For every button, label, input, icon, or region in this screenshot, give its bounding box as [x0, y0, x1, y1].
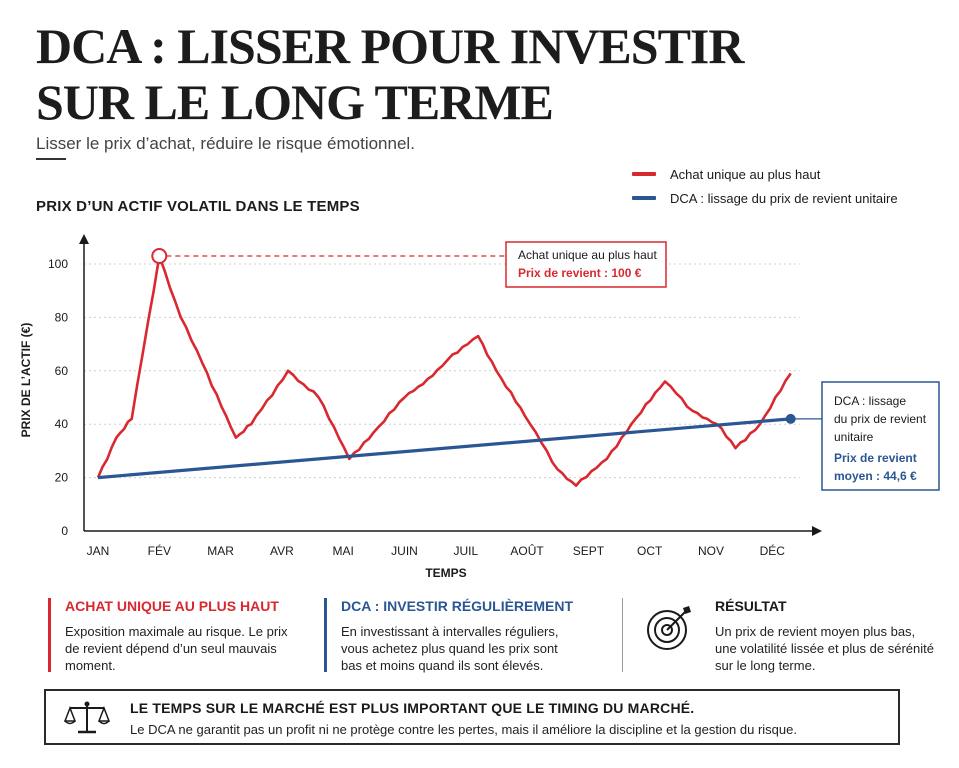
target-icon	[647, 606, 691, 650]
x-tick-label: MAR	[207, 544, 234, 558]
x-tick-label: OCT	[637, 544, 663, 558]
x-tick-label: DÉC	[760, 543, 786, 558]
legend-label-blue: DCA : lissage du prix de revient unitair…	[670, 190, 898, 206]
y-axis-title: PRIX DE L’ACTIF (€)	[19, 323, 33, 438]
x-tick-label: MAI	[333, 544, 354, 558]
chart-legend: Achat unique au plus haut DCA : lissage …	[632, 162, 898, 210]
callout-lump-sum-title: Achat unique au plus haut	[518, 248, 657, 262]
divider	[36, 158, 66, 160]
x-tick-label: NOV	[698, 544, 724, 558]
x-tick-label: AVR	[270, 544, 294, 558]
y-tick-label: 20	[55, 471, 69, 485]
chart-ticks: 0 20 40 60 80 100 JAN FÉV MAR AVR MAI JUIN JUIL AOÛT S…	[19, 257, 785, 580]
x-tick-label: SEPT	[573, 544, 605, 558]
y-tick-label: 0	[61, 524, 68, 538]
column-lump-sum-text: Exposition maximale au risque. Le prix d…	[65, 624, 288, 673]
x-tick-label: JUIN	[391, 544, 418, 558]
y-tick-label: 80	[55, 310, 69, 324]
peak-marker	[151, 247, 168, 264]
explanation-columns: ACHAT UNIQUE AU PLUS HAUT Exposition max…	[0, 598, 959, 678]
price-chart: 0 20 40 60 80 100 JAN FÉV MAR AVR MAI JUIN JUIL AOÛT S…	[19, 234, 940, 580]
callout-lump-sum-box	[505, 241, 667, 288]
dca-marker	[785, 413, 796, 424]
callout-dca-box	[821, 381, 940, 491]
chart-annotations: Achat unique au plus haut Prix de revient…	[151, 241, 940, 491]
column-lump-sum-title: ACHAT UNIQUE AU PLUS HAUT	[65, 598, 279, 614]
legend-swatch-blue	[632, 196, 656, 200]
key-message-banner: LE TEMPS SUR LE MARCHÉ EST PLUS IMPORTAN…	[44, 689, 900, 745]
callout-dca-title: unitaire	[834, 430, 874, 444]
y-axis-arrow	[79, 234, 89, 244]
chart-heading: PRIX D’UN ACTIF VOLATIL DANS LE TEMPS	[36, 198, 360, 215]
x-tick-label: JUIL	[453, 544, 478, 558]
column-lump-sum: ACHAT UNIQUE AU PLUS HAUT Exposition max…	[48, 598, 305, 673]
column-dca-text: En investissant à intervalles réguliers,…	[341, 624, 559, 673]
x-tick-label: AOÛT	[510, 543, 544, 558]
banner-text: Le DCA ne garantit pas un profit ni ne p…	[130, 722, 797, 737]
callout-dca-title: du prix de revient	[834, 412, 927, 426]
legend-swatch-red	[632, 172, 656, 176]
legend-item-blue: DCA : lissage du prix de revient unitair…	[632, 186, 898, 210]
y-tick-label: 60	[55, 364, 69, 378]
column-result: RÉSULTAT Un prix de revient moyen plus b…	[622, 598, 934, 673]
banner-headline: LE TEMPS SUR LE MARCHÉ EST PLUS IMPORTAN…	[130, 700, 695, 716]
chart-grid	[84, 263, 800, 479]
legend-label-red: Achat unique au plus haut	[670, 166, 821, 182]
callout-dca-value: Prix de revient	[834, 451, 917, 465]
column-result-text-block: RÉSULTAT Un prix de revient moyen plus b…	[715, 598, 935, 674]
column-result-title: RÉSULTAT	[715, 598, 787, 614]
y-tick-label: 100	[48, 257, 68, 271]
column-result-text: Un prix de revient moyen plus bas, une v…	[715, 624, 934, 673]
subtitle: Lisser le prix d’achat, réduire le risqu…	[36, 134, 415, 153]
x-axis-arrow	[812, 526, 822, 536]
series-line-lump-sum	[96, 254, 792, 487]
page-title: DCA : LISSER POUR INVESTIR SUR LE LONG T…	[36, 18, 745, 130]
column-dca-title: DCA : INVESTIR RÉGULIÈREMENT	[341, 598, 574, 614]
chart-series	[96, 254, 792, 487]
series-line-dca	[97, 417, 791, 480]
chart-axes	[79, 234, 822, 536]
x-tick-label: JAN	[87, 544, 110, 558]
x-axis-title: TEMPS	[425, 566, 466, 580]
callout-dca-value: moyen : 44,6 €	[834, 469, 917, 483]
y-tick-label: 40	[55, 417, 69, 431]
callout-dca-title: DCA : lissage	[834, 394, 906, 408]
callout-lump-sum-value: Prix de revient : 100 €	[518, 266, 642, 280]
legend-item-red: Achat unique au plus haut	[632, 162, 898, 186]
x-tick-label: FÉV	[148, 543, 171, 558]
column-dca: DCA : INVESTIR RÉGULIÈREMENT En investis…	[324, 598, 581, 673]
scale-icon	[64, 701, 110, 734]
